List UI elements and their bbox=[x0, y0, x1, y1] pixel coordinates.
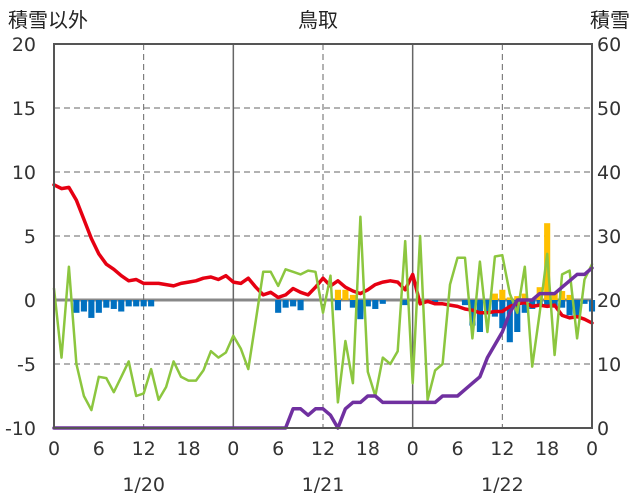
precipitation-bar bbox=[372, 300, 379, 309]
precipitation-bar bbox=[402, 300, 409, 306]
left-tick-label: 20 bbox=[12, 34, 36, 56]
snowfall-bar bbox=[514, 296, 521, 300]
x-tick-label: 6 bbox=[451, 438, 463, 460]
precipitation-bar bbox=[544, 300, 551, 306]
precipitation-bar bbox=[110, 300, 117, 309]
left-tick-label: 5 bbox=[24, 226, 36, 248]
precipitation-bar bbox=[140, 300, 147, 307]
precipitation-bar bbox=[349, 300, 356, 308]
right-tick-label: 40 bbox=[597, 162, 621, 184]
left-tick-label: 15 bbox=[12, 98, 36, 120]
precipitation-bar bbox=[364, 300, 371, 307]
precipitation-bar bbox=[125, 300, 132, 307]
bar-series bbox=[73, 223, 596, 343]
snowfall-bar bbox=[551, 292, 558, 300]
precipitation-bar bbox=[118, 300, 125, 312]
snowfall-bar bbox=[342, 289, 349, 300]
precipitation-bar bbox=[461, 300, 469, 306]
snowfall-bar bbox=[521, 293, 528, 300]
right-axis-title: 積雪 bbox=[590, 8, 630, 32]
x-tick-label: 18 bbox=[176, 438, 200, 460]
left-tick-label: 10 bbox=[12, 162, 36, 184]
precipitation-bar bbox=[95, 300, 102, 313]
x-tick-label: 0 bbox=[407, 438, 419, 460]
precipitation-bar bbox=[334, 300, 342, 311]
left-tick-label: 0 bbox=[24, 290, 36, 312]
wind-speed-line bbox=[52, 215, 594, 412]
snow-depth-line bbox=[52, 266, 594, 430]
date-label: 1/22 bbox=[481, 474, 524, 496]
precipitation-bar bbox=[559, 300, 566, 308]
snowfall-bar bbox=[334, 289, 342, 300]
right-tick-label: 20 bbox=[597, 290, 621, 312]
precipitation-bar bbox=[469, 300, 476, 326]
precipitation-bar bbox=[379, 300, 386, 304]
left-axis-title: 積雪以外 bbox=[8, 8, 88, 32]
precipitation-bar bbox=[521, 300, 528, 313]
date-label: 1/21 bbox=[302, 474, 345, 496]
x-tick-label: 12 bbox=[311, 438, 335, 460]
x-tick-label: 18 bbox=[535, 438, 559, 460]
snowfall-bar bbox=[559, 291, 566, 300]
precipitation-bar bbox=[514, 300, 521, 332]
x-tick-label: 0 bbox=[586, 438, 598, 460]
x-tick-label: 6 bbox=[272, 438, 284, 460]
right-tick-label: 50 bbox=[597, 98, 621, 120]
precipitation-bar bbox=[499, 300, 506, 329]
precipitation-bar bbox=[290, 300, 297, 307]
x-tick-label: 6 bbox=[93, 438, 105, 460]
line-series bbox=[52, 183, 594, 430]
x-tick-label: 0 bbox=[227, 438, 239, 460]
snowfall-bar bbox=[566, 294, 573, 300]
x-tick-label: 18 bbox=[356, 438, 380, 460]
precipitation-bar bbox=[73, 300, 80, 313]
precipitation-bar bbox=[80, 300, 87, 312]
right-tick-label: 60 bbox=[597, 34, 621, 56]
precipitation-bar bbox=[491, 300, 498, 317]
temperature-line bbox=[52, 183, 594, 325]
precipitation-bar bbox=[297, 300, 304, 311]
precipitation-bar bbox=[432, 300, 439, 304]
left-tick-label: -10 bbox=[5, 418, 36, 440]
precipitation-bar bbox=[282, 300, 289, 308]
snowfall-bar bbox=[506, 297, 513, 300]
snowfall-bar bbox=[491, 293, 498, 300]
precipitation-bar bbox=[484, 300, 491, 313]
precipitation-bar bbox=[148, 300, 155, 307]
precipitation-bar bbox=[357, 300, 364, 320]
snowfall-bar bbox=[349, 294, 356, 300]
chart-title: 鳥取 bbox=[298, 8, 338, 32]
precipitation-bar bbox=[566, 300, 573, 316]
right-tick-label: 10 bbox=[597, 354, 621, 376]
x-tick-label: 12 bbox=[490, 438, 514, 460]
snowfall-bar bbox=[499, 289, 506, 300]
precipitation-bar bbox=[536, 300, 543, 306]
x-tick-label: 0 bbox=[48, 438, 60, 460]
left-tick-label: -5 bbox=[17, 354, 36, 376]
precipitation-bar bbox=[275, 300, 282, 313]
right-tick-label: 0 bbox=[597, 418, 609, 440]
x-tick-label: 12 bbox=[132, 438, 156, 460]
right-tick-label: 30 bbox=[597, 226, 621, 248]
precipitation-bar bbox=[88, 300, 95, 318]
precipitation-bar bbox=[133, 300, 140, 307]
plot-frame bbox=[53, 43, 593, 429]
date-label: 1/20 bbox=[122, 474, 165, 496]
precipitation-bar bbox=[476, 300, 483, 332]
precipitation-bar bbox=[581, 300, 588, 304]
precipitation-bar bbox=[573, 300, 581, 317]
precipitation-bar bbox=[103, 300, 110, 308]
precipitation-bar bbox=[506, 300, 513, 343]
